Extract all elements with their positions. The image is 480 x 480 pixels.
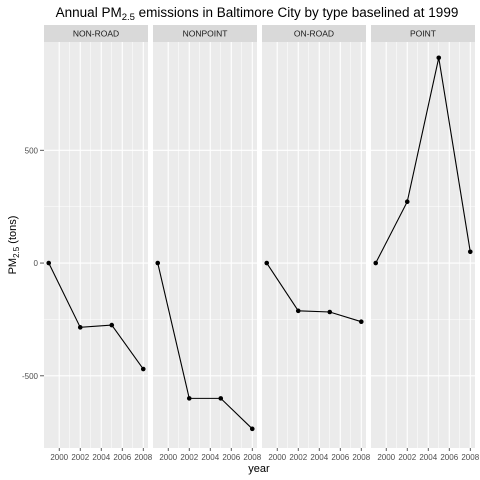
facet-strip-label: NON-ROAD <box>73 29 119 39</box>
data-point <box>186 396 192 401</box>
x-tick-label: 2008 <box>243 453 261 462</box>
data-point <box>77 325 83 330</box>
panel-background <box>44 42 148 448</box>
x-tick-label: 2000 <box>159 453 177 462</box>
series-line <box>157 262 253 430</box>
facet-panel: POINT 2000 2002 2004 2006 2008 <box>371 25 480 462</box>
x-tick-label: 2008 <box>461 453 479 462</box>
data-point <box>404 199 410 204</box>
data-point <box>155 260 161 266</box>
x-tick-label: 2006 <box>113 453 131 462</box>
series-line <box>266 262 362 323</box>
y-axis-title: PM2.5 (tons) <box>7 216 21 275</box>
facet-panel: ON-ROAD 2000 2002 2004 2006 2008 <box>262 25 371 462</box>
x-tick-label: 2002 <box>398 453 416 462</box>
panel-background <box>371 42 475 448</box>
chart-title-rest: emissions in Baltimore City by type base… <box>135 5 458 20</box>
y-tick-label: -500 <box>22 372 39 381</box>
series-line <box>48 262 144 370</box>
facet-panel: NONPOINT 2000 2002 2004 2006 2008 <box>153 25 262 462</box>
data-point <box>109 322 115 328</box>
facet-strip-label: ON-ROAD <box>294 29 334 39</box>
data-point <box>218 396 224 401</box>
x-tick-label: 2002 <box>71 453 89 462</box>
chart-title: Annual PM2.5 emissions in Baltimore City… <box>56 5 459 23</box>
x-tick-label: 2002 <box>180 453 198 462</box>
x-tick-label: 2008 <box>134 453 152 462</box>
x-tick-label: 2004 <box>201 453 219 462</box>
x-tick-label: 2002 <box>289 453 307 462</box>
y-axis-title-main: PM <box>7 258 19 275</box>
data-point <box>327 309 333 315</box>
y-axis-title-rest: (tons) <box>7 216 19 247</box>
x-axis-title: year <box>248 463 270 475</box>
data-point <box>249 426 255 432</box>
x-tick-label: 2000 <box>268 453 286 462</box>
chart-title-subscript: 2.5 <box>122 12 135 23</box>
x-tick-label: 2004 <box>419 453 437 462</box>
x-tick-label: 2004 <box>92 453 110 462</box>
data-point <box>46 260 52 266</box>
x-tick-label: 2000 <box>377 453 395 462</box>
data-point <box>140 366 146 372</box>
facet-strip <box>153 25 257 42</box>
facet-strip <box>371 25 475 42</box>
data-point <box>295 308 301 314</box>
x-tick-label: 2006 <box>222 453 240 462</box>
panel-background <box>153 42 257 448</box>
facet-strip <box>262 25 366 42</box>
facet-strip-label: NONPOINT <box>183 29 228 39</box>
panel-background <box>262 42 366 448</box>
x-tick-label: 2004 <box>310 453 328 462</box>
series-line <box>375 57 471 264</box>
y-axis: 500 0 -500 <box>22 146 44 381</box>
facet-panel: NON-ROAD 2000 2002 2004 2006 2008 <box>44 25 153 462</box>
y-tick-label: 0 <box>34 259 39 268</box>
facet-strip <box>44 25 148 42</box>
data-point <box>358 319 364 324</box>
x-tick-label: 2008 <box>352 453 370 462</box>
x-tick-label: 2006 <box>331 453 349 462</box>
data-point <box>436 55 442 61</box>
facet-strip-label: POINT <box>410 29 436 39</box>
data-point <box>264 260 270 266</box>
x-tick-label: 2006 <box>440 453 458 462</box>
x-tick-label: 2000 <box>50 453 68 462</box>
data-point <box>467 249 473 255</box>
y-axis-title-subscript: 2.5 <box>12 246 21 258</box>
data-point <box>373 260 379 266</box>
chart-title-main: Annual PM <box>56 5 122 20</box>
y-tick-label: 500 <box>25 146 39 155</box>
